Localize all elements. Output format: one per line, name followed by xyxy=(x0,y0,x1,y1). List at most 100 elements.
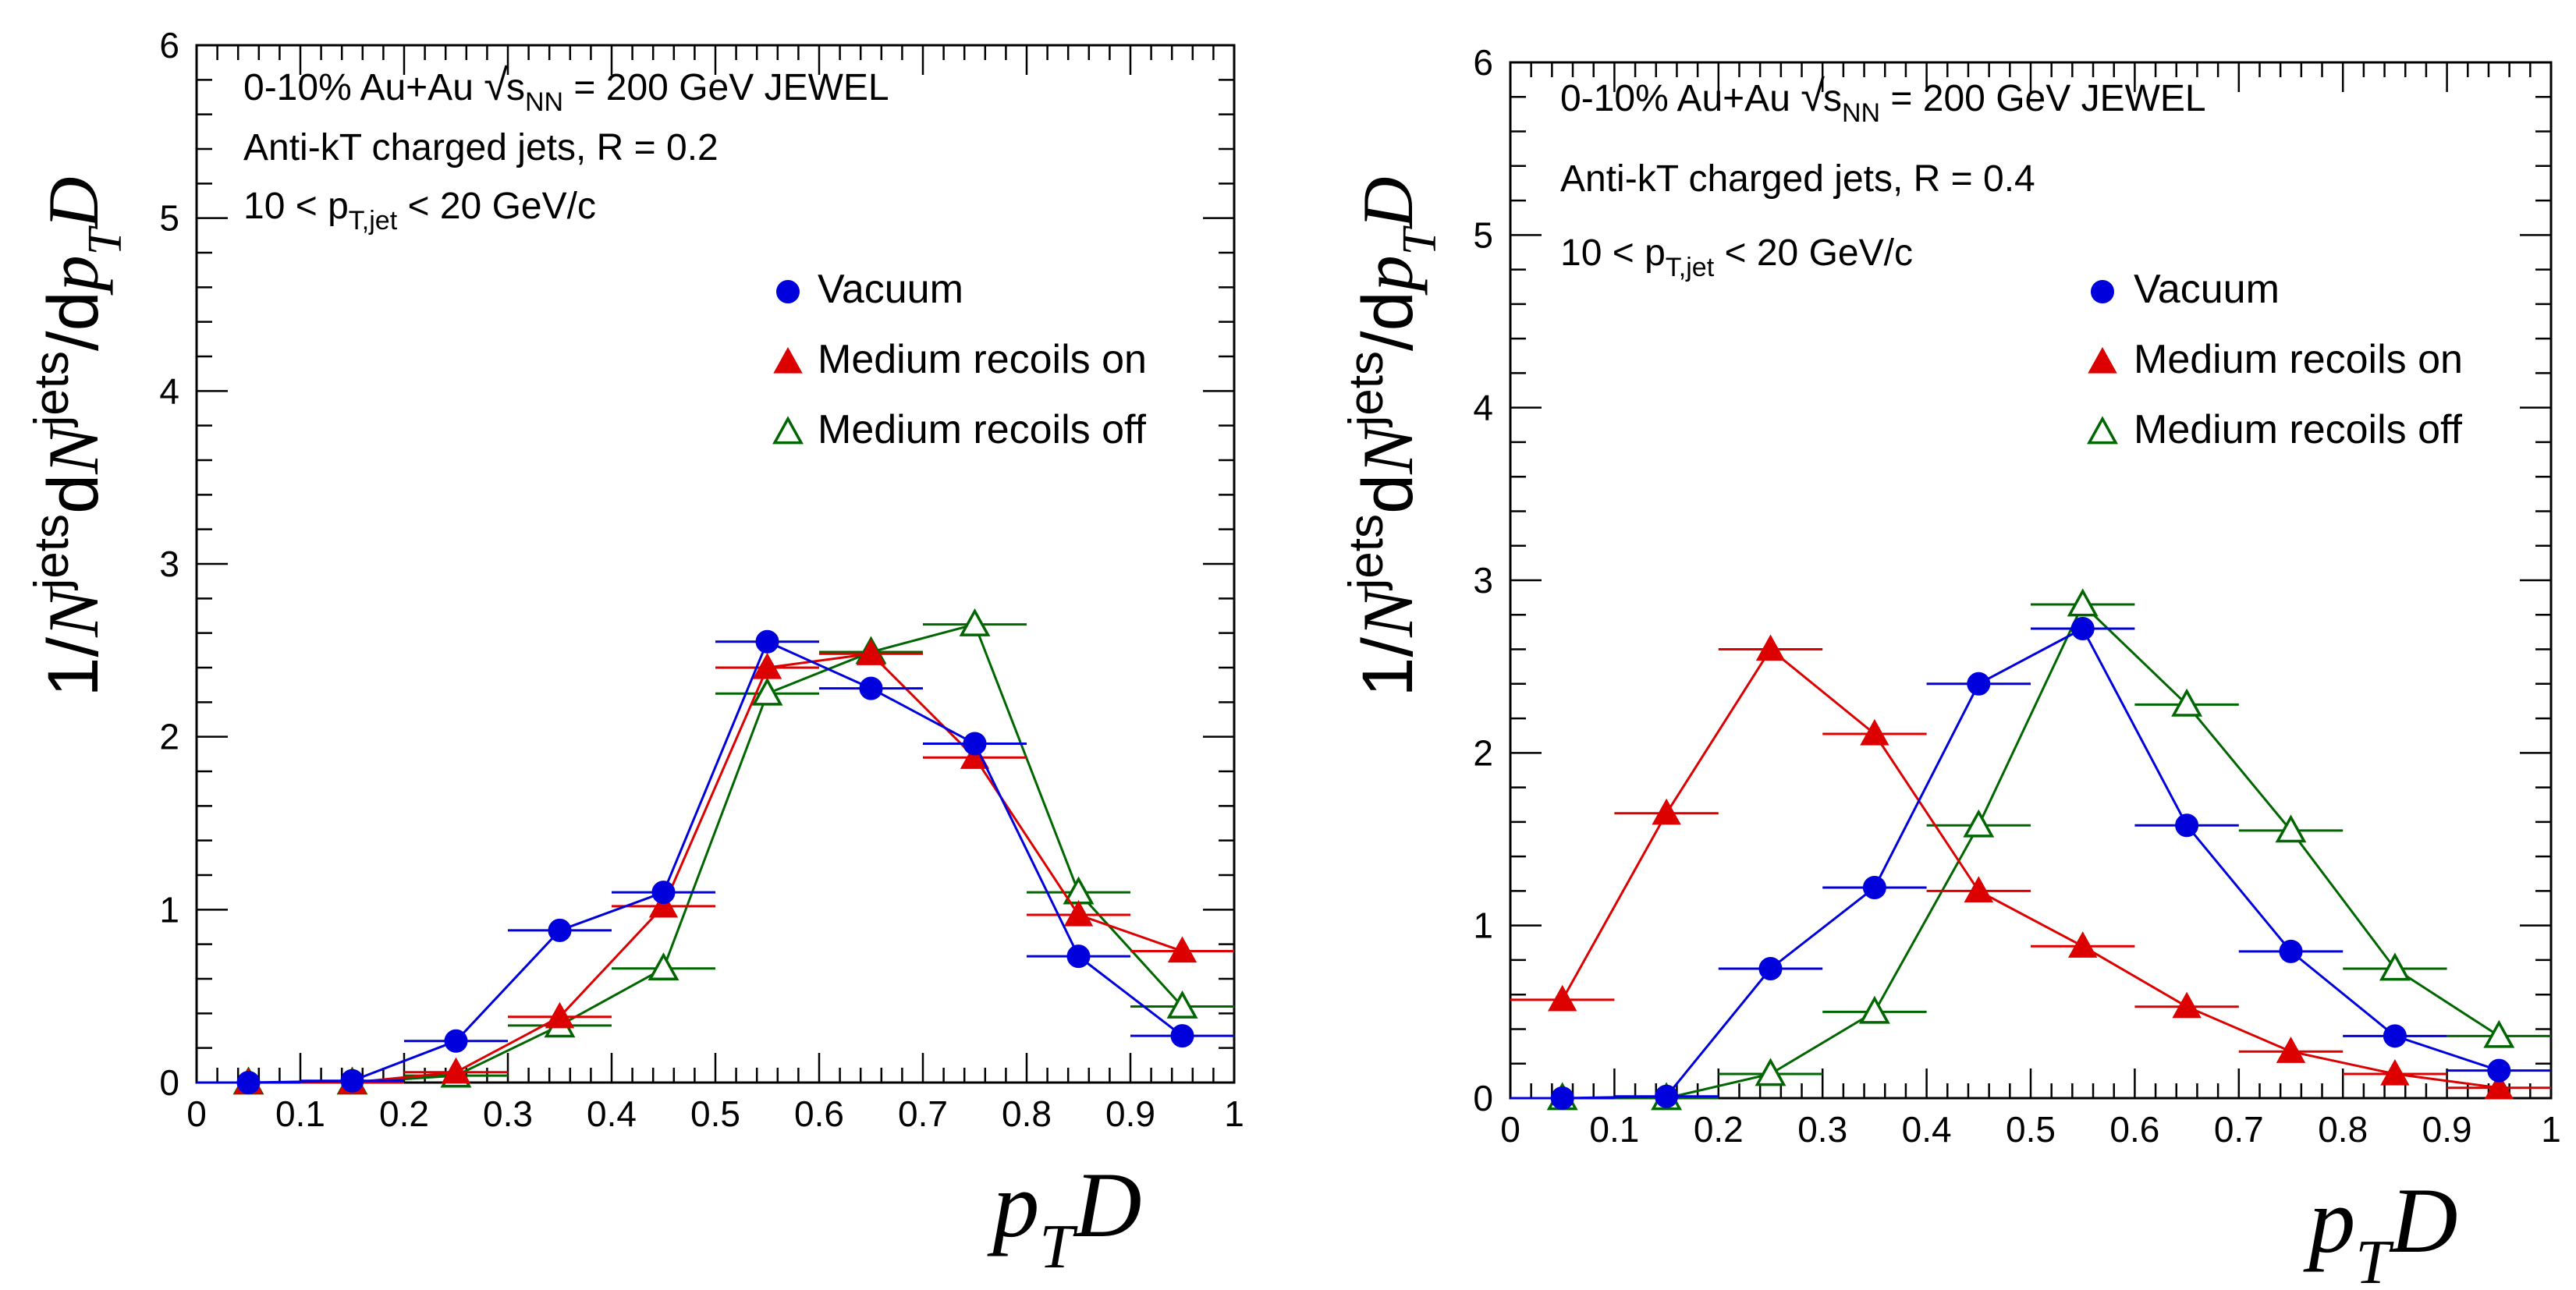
data-point xyxy=(1167,936,1198,963)
y-label-n1: N xyxy=(1348,586,1428,638)
x-tick-label: 0.8 xyxy=(1002,1093,1052,1134)
y-label-d-final: D xyxy=(34,176,113,229)
data-point xyxy=(1550,1086,1574,1110)
series-line xyxy=(248,652,1183,1084)
legend-marker xyxy=(772,416,804,445)
data-point xyxy=(1548,984,1577,1012)
legend-marker xyxy=(773,346,803,374)
x-axis-label-sub: T xyxy=(1039,1213,1078,1281)
data-point xyxy=(2068,931,2098,958)
y-axis-label-group: 1/NjetsdNjets/dpTD xyxy=(25,176,132,696)
annotation-pt-b: < 20 GeV/c xyxy=(397,186,596,227)
x-tick-label: 0.8 xyxy=(2318,1109,2368,1150)
data-point xyxy=(2383,1024,2407,1048)
y-label-slash: /d xyxy=(1348,291,1428,351)
sqrt-symbol: √ xyxy=(484,60,508,109)
legend-label: Medium recoils off xyxy=(818,407,1147,452)
data-point xyxy=(2484,1072,2514,1100)
x-tick-label: 0 xyxy=(1500,1109,1520,1150)
y-tick-label: 4 xyxy=(159,370,179,411)
data-point xyxy=(1166,990,1198,1019)
legend-marker xyxy=(776,280,800,303)
data-point xyxy=(648,891,679,918)
annotation-pt-a: 10 < p xyxy=(243,186,349,227)
x-tick-label: 0.4 xyxy=(1902,1109,1952,1150)
annotation-nn: NN xyxy=(1842,98,1880,128)
x-tick-label: 0.9 xyxy=(1105,1093,1155,1134)
annotation-jets: Anti-kT charged jets, R = 0.4 xyxy=(1560,158,2035,200)
legend-label: Vacuum xyxy=(2134,267,2280,312)
data-point xyxy=(1860,718,1889,746)
data-point xyxy=(1963,809,1995,838)
y-label-slash: /d xyxy=(34,291,113,351)
annotation-jets: Anti-kT charged jets, R = 0.2 xyxy=(243,127,719,168)
y-tick-label: 0 xyxy=(159,1062,179,1103)
data-point xyxy=(545,1001,575,1029)
y-label-d-final: D xyxy=(1348,176,1428,229)
sqrt-symbol: √ xyxy=(1801,71,1825,120)
data-point xyxy=(1964,876,1993,902)
y-tick-label: 1 xyxy=(159,889,179,930)
data-point xyxy=(751,677,783,706)
x-tick-label: 0.1 xyxy=(275,1093,325,1134)
data-point xyxy=(2275,814,2307,843)
annotation-pt-range: 10 < pT,jet < 20 GeV/c xyxy=(1560,232,1913,282)
legend-label: Vacuum xyxy=(818,267,963,312)
y-label-sub: T xyxy=(79,225,132,255)
y-tick-label: 2 xyxy=(159,717,179,757)
annotation-pt-sub: T,jet xyxy=(1666,253,1715,282)
data-point xyxy=(856,639,886,665)
x-tick-label: 0.6 xyxy=(2109,1109,2159,1150)
y-tick-label: 6 xyxy=(1473,42,1493,83)
y-label-d: d xyxy=(34,474,113,514)
y-axis-label: 1/NjetsdNjets/dpTD xyxy=(1339,176,1446,696)
x-axis-label: pTD xyxy=(2302,1168,2457,1290)
x-axis-label-sub: T xyxy=(2355,1228,2394,1290)
series-vacuum xyxy=(1510,616,2551,1110)
data-point xyxy=(2175,813,2199,838)
annotation-collision-a: 0-10% Au+Au xyxy=(243,67,484,108)
y-label-prefix: 1/ xyxy=(34,636,113,696)
data-point xyxy=(1066,944,1091,969)
x-tick-label: 0.4 xyxy=(587,1093,637,1134)
data-point xyxy=(441,1057,471,1084)
data-point xyxy=(1655,1084,1679,1108)
data-point xyxy=(651,881,676,905)
x-tick-label: 0.2 xyxy=(379,1093,429,1134)
data-point xyxy=(2172,991,2202,1019)
y-label-sup2: jets xyxy=(25,351,79,427)
data-point xyxy=(2276,1037,2306,1063)
x-axis-label-p: p xyxy=(986,1153,1039,1256)
series-line xyxy=(248,640,1183,1084)
y-tick-label: 0 xyxy=(1473,1078,1493,1118)
y-label-p: p xyxy=(1348,255,1428,296)
x-tick-label: 1 xyxy=(1224,1093,1244,1134)
x-tick-label: 0.1 xyxy=(1589,1109,1639,1150)
data-point xyxy=(2380,1058,2410,1086)
y-label-n1: N xyxy=(34,586,113,638)
annotation-collision: 0-10% Au+Au √sNN = 200 GeV JEWEL xyxy=(1560,71,2206,128)
y-label-n2: N xyxy=(1348,423,1428,475)
y-tick-label: 3 xyxy=(1473,560,1493,601)
y-tick-label: 4 xyxy=(1473,388,1493,428)
x-tick-label: 0.5 xyxy=(690,1093,740,1134)
annotation-pt-a: 10 < p xyxy=(1560,232,1666,274)
data-point xyxy=(752,652,782,679)
x-axis-label: pTD xyxy=(986,1153,1141,1281)
annotation-collision: 0-10% Au+Au √sNN = 200 GeV JEWEL xyxy=(243,60,889,117)
series-line xyxy=(1561,647,2500,1090)
series-line xyxy=(1562,602,2500,1100)
data-point xyxy=(2067,588,2099,617)
series-medium-recoils-on xyxy=(1510,634,2551,1100)
data-point xyxy=(548,918,572,942)
data-point xyxy=(2279,939,2303,963)
series-line xyxy=(1562,626,2500,1100)
legend-marker xyxy=(2087,416,2118,445)
annotation-pt-sub: T,jet xyxy=(349,206,398,236)
x-tick-label: 0.7 xyxy=(898,1093,948,1134)
data-point xyxy=(1967,672,1991,696)
x-tick-label: 0.6 xyxy=(794,1093,844,1134)
legend-marker xyxy=(2088,346,2117,374)
y-tick-label: 5 xyxy=(159,198,179,239)
data-point xyxy=(1063,899,1094,927)
